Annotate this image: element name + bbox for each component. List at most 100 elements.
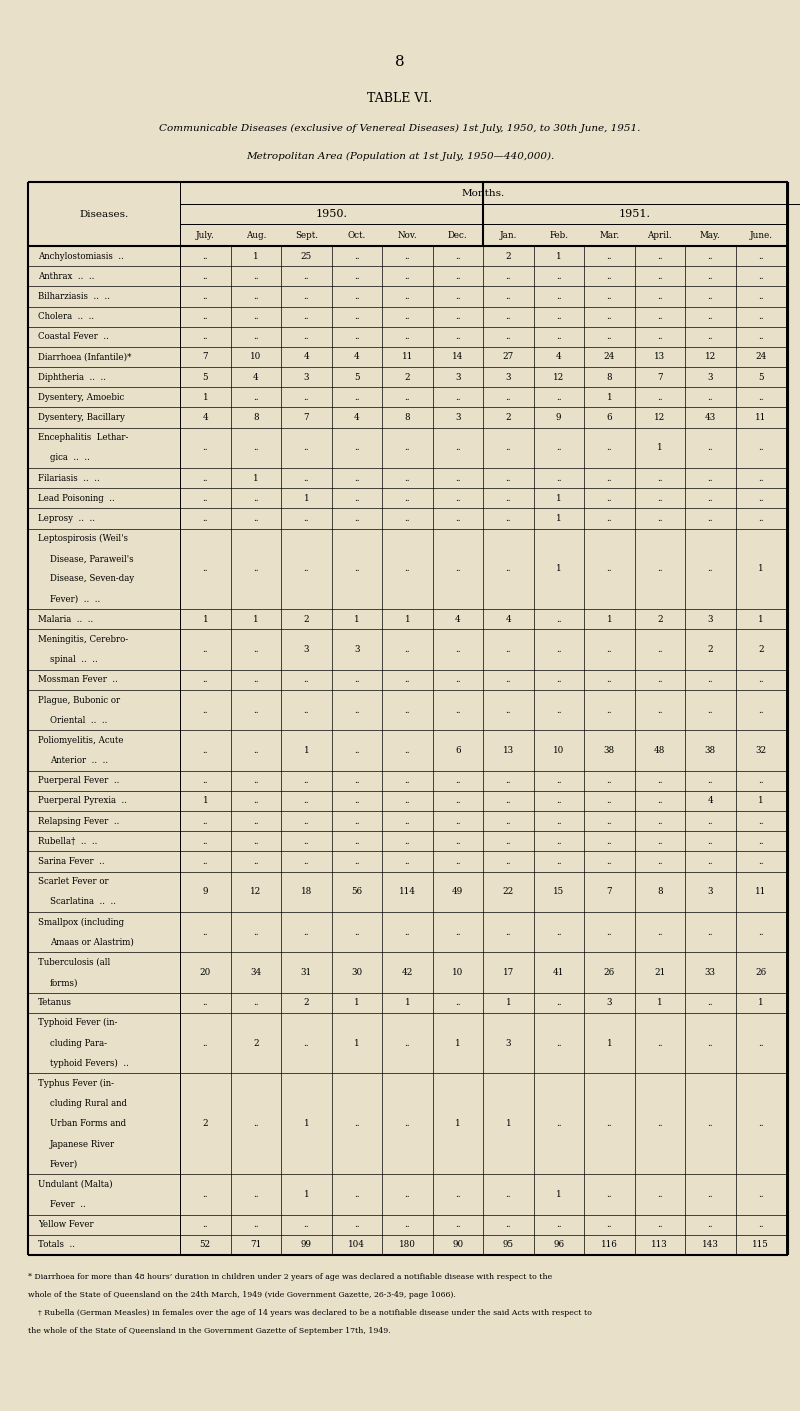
Text: 49: 49 (452, 888, 463, 896)
Text: 1: 1 (556, 1189, 562, 1199)
Text: ..: .. (707, 474, 713, 483)
Text: 1: 1 (758, 998, 763, 1007)
Text: Aug.: Aug. (246, 230, 266, 240)
Text: April.: April. (647, 230, 672, 240)
Text: ..: .. (707, 514, 713, 523)
Text: ..: .. (455, 251, 461, 261)
Text: 2: 2 (657, 615, 662, 624)
Text: ..: .. (556, 1221, 562, 1229)
Text: 3: 3 (506, 1038, 511, 1047)
Text: Typhus Fever (in-: Typhus Fever (in- (38, 1079, 114, 1088)
Text: 8: 8 (606, 373, 612, 381)
Text: 1: 1 (606, 1038, 612, 1047)
Text: ..: .. (758, 776, 763, 786)
Text: ..: .. (202, 817, 208, 825)
Text: 1: 1 (556, 514, 562, 523)
Text: ..: .. (758, 1119, 763, 1129)
Text: ..: .. (303, 564, 309, 573)
Text: 24: 24 (603, 353, 615, 361)
Text: ..: .. (455, 998, 461, 1007)
Text: 2: 2 (707, 645, 713, 655)
Text: Mar.: Mar. (599, 230, 619, 240)
Text: ..: .. (707, 292, 713, 301)
Text: 4: 4 (354, 353, 360, 361)
Text: ..: .. (556, 1038, 562, 1047)
Text: ..: .. (202, 251, 208, 261)
Text: 3: 3 (606, 998, 612, 1007)
Text: ..: .. (405, 817, 410, 825)
Text: ..: .. (657, 1221, 662, 1229)
Text: ..: .. (455, 494, 461, 502)
Text: 1950.: 1950. (315, 209, 347, 219)
Text: ..: .. (354, 1221, 359, 1229)
Text: 14: 14 (452, 353, 463, 361)
Text: ..: .. (606, 796, 612, 806)
Text: ..: .. (354, 746, 359, 755)
Text: ..: .. (303, 856, 309, 866)
Text: 13: 13 (654, 353, 666, 361)
Text: ..: .. (354, 837, 359, 845)
Text: 116: 116 (601, 1240, 618, 1249)
Text: ..: .. (758, 817, 763, 825)
Text: ..: .. (556, 837, 562, 845)
Text: 26: 26 (755, 968, 766, 976)
Text: spinal  ..  ..: spinal .. .. (50, 655, 98, 665)
Text: 32: 32 (755, 746, 766, 755)
Text: 4: 4 (253, 373, 258, 381)
Text: 15: 15 (553, 888, 564, 896)
Text: Yellow Fever: Yellow Fever (38, 1221, 94, 1229)
Text: Feb.: Feb. (550, 230, 568, 240)
Text: 3: 3 (707, 615, 713, 624)
Text: ..: .. (707, 817, 713, 825)
Text: ..: .. (556, 292, 562, 301)
Text: ..: .. (354, 251, 359, 261)
Text: Months.: Months. (462, 189, 505, 198)
Text: ..: .. (405, 706, 410, 714)
Text: ..: .. (303, 1038, 309, 1047)
Text: ..: .. (606, 494, 612, 502)
Text: ..: .. (556, 676, 562, 684)
Text: Anchylostomiasis  ..: Anchylostomiasis .. (38, 251, 124, 261)
Text: ..: .. (455, 272, 461, 281)
Text: ..: .. (405, 927, 410, 937)
Text: ..: .. (354, 272, 359, 281)
Text: ..: .. (707, 927, 713, 937)
Text: ..: .. (405, 272, 410, 281)
Text: May.: May. (700, 230, 721, 240)
Text: ..: .. (405, 443, 410, 453)
Text: ..: .. (303, 817, 309, 825)
Text: ..: .. (354, 392, 359, 402)
Text: ..: .. (253, 292, 258, 301)
Text: Rubella†  ..  ..: Rubella† .. .. (38, 837, 98, 845)
Text: the whole of the State of Queensland in the Government Gazette of September 17th: the whole of the State of Queensland in … (28, 1326, 390, 1335)
Text: ..: .. (606, 776, 612, 786)
Text: 1: 1 (606, 615, 612, 624)
Text: 7: 7 (657, 373, 662, 381)
Text: ..: .. (506, 927, 511, 937)
Text: 1: 1 (606, 392, 612, 402)
Text: ..: .. (758, 837, 763, 845)
Text: ..: .. (657, 292, 662, 301)
Text: Mossman Fever  ..: Mossman Fever .. (38, 676, 118, 684)
Text: 7: 7 (606, 888, 612, 896)
Text: cluding Rural and: cluding Rural and (50, 1099, 127, 1108)
Text: ..: .. (253, 564, 258, 573)
Text: Communicable Diseases (exclusive of Venereal Diseases) 1st July, 1950, to 30th J: Communicable Diseases (exclusive of Vene… (159, 123, 641, 133)
Text: ..: .. (354, 1119, 359, 1129)
Text: ..: .. (405, 514, 410, 523)
Text: Malaria  ..  ..: Malaria .. .. (38, 615, 94, 624)
Text: ..: .. (657, 494, 662, 502)
Text: Diarrhoea (Infantile)*: Diarrhoea (Infantile)* (38, 353, 131, 361)
Text: 1: 1 (405, 998, 410, 1007)
Text: ..: .. (606, 474, 612, 483)
Text: ..: .. (253, 392, 258, 402)
Text: ..: .. (707, 706, 713, 714)
Text: ..: .. (354, 292, 359, 301)
Text: ..: .. (455, 796, 461, 806)
Text: TABLE VI.: TABLE VI. (367, 92, 433, 104)
Text: ..: .. (657, 706, 662, 714)
Text: 11: 11 (402, 353, 413, 361)
Text: ..: .. (758, 706, 763, 714)
Text: ..: .. (758, 474, 763, 483)
Text: ..: .. (606, 272, 612, 281)
